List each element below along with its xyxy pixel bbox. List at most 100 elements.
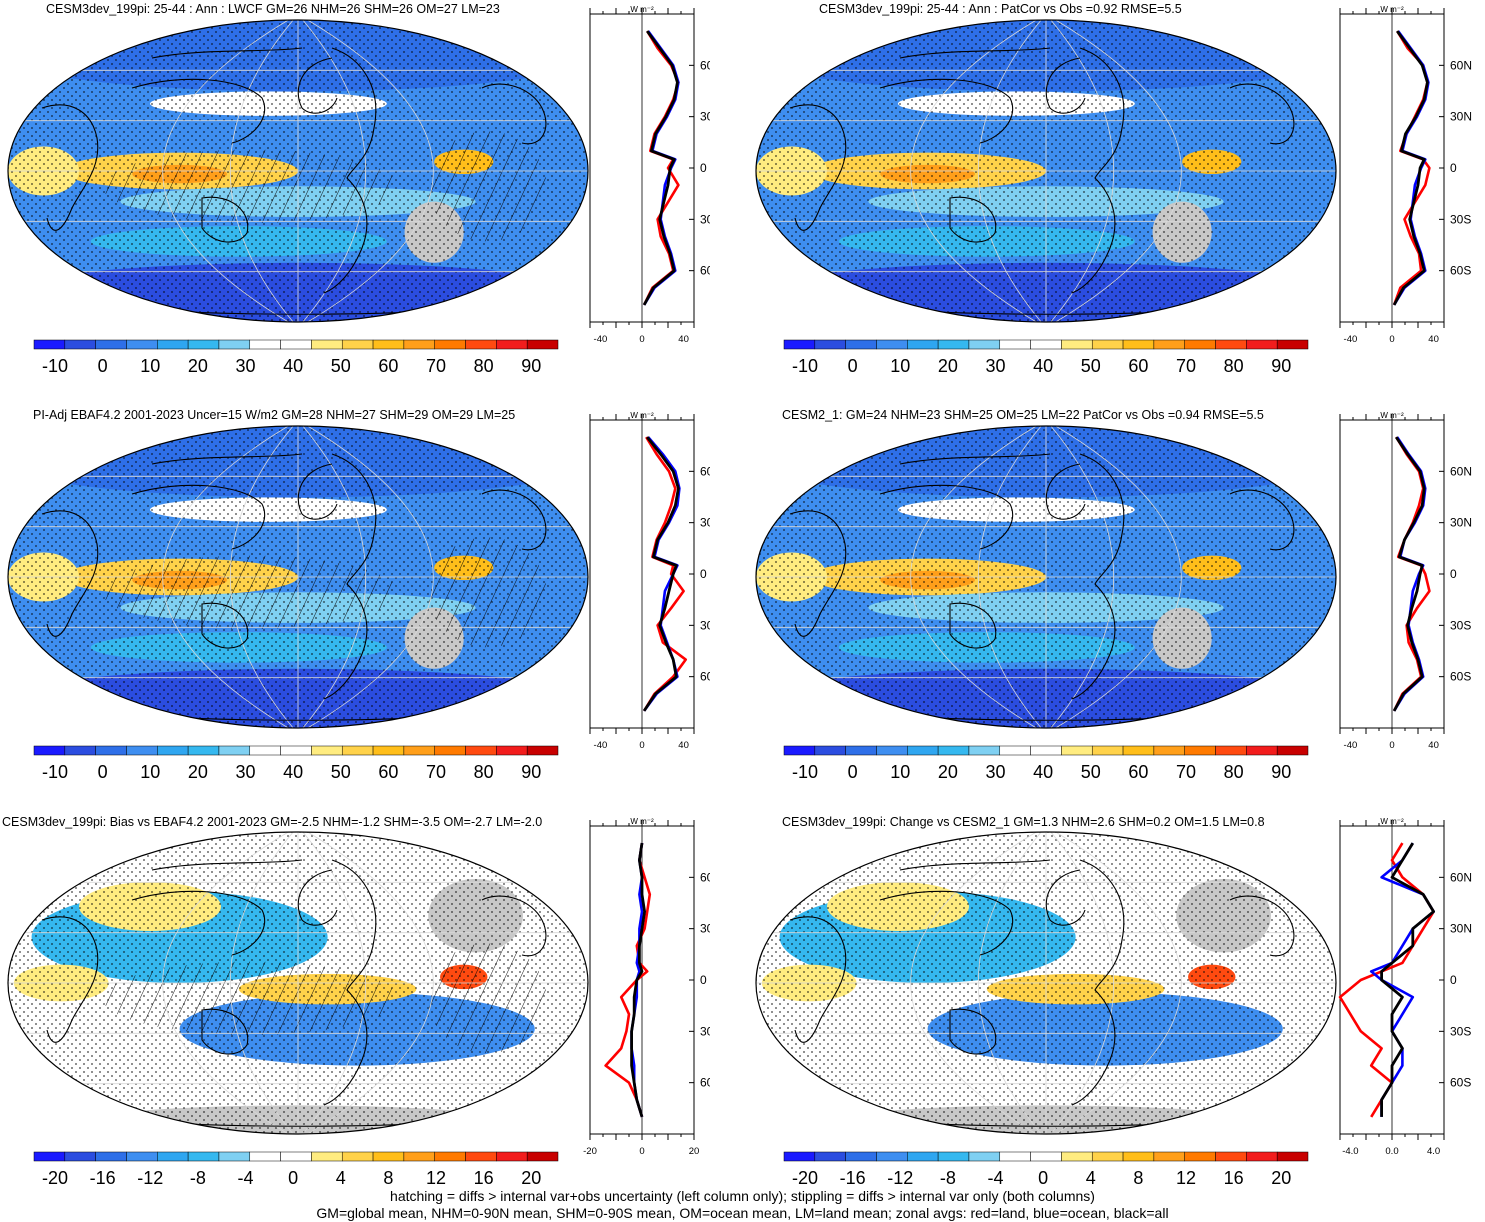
coastline <box>201 1008 249 1055</box>
coastline <box>879 890 1014 956</box>
graticule-lon <box>307 20 434 322</box>
coastline <box>323 47 377 294</box>
coastline <box>297 57 338 114</box>
colorbar-label: 20 <box>1271 1168 1291 1188</box>
colorbar-swatch <box>157 745 189 756</box>
colorbar-swatch <box>1153 745 1185 756</box>
all-profile-line <box>1380 842 1435 1117</box>
map-panel-3 <box>7 425 589 729</box>
colorbar-5: -20 -16 -12 -8 -4 0 4 8 12 16 20 <box>33 1151 559 1188</box>
all-profile-line <box>1392 30 1429 306</box>
lat-tick-label: 0 <box>700 567 707 581</box>
colorbar-swatch <box>33 1151 66 1162</box>
coastline <box>151 859 303 871</box>
colorbar-label: -16 <box>90 1168 116 1188</box>
map-panel-5 <box>7 831 589 1135</box>
lat-tick-label: 0 <box>700 161 707 175</box>
colorbar-label: 70 <box>426 356 446 376</box>
colorbar-label: 20 <box>188 356 208 376</box>
colorbar-swatch <box>937 339 970 350</box>
colorbar-swatch <box>249 1151 281 1162</box>
x-tick-label: 20 <box>689 1146 700 1157</box>
colorbar-swatch <box>403 1151 435 1162</box>
lat-tick-label: 60N <box>700 870 710 884</box>
lat-tick-label: 60N <box>700 58 710 72</box>
lat-tick-label: 0 <box>700 973 707 987</box>
colorbar-3: -10 0 10 20 30 40 50 60 70 80 90 <box>33 745 559 782</box>
colorbar-label: -12 <box>887 1168 913 1188</box>
panel-title-2: CESM3dev_199pi: 25-44 : Ann : PatCor vs … <box>819 2 1182 16</box>
colorbar-swatch <box>937 745 970 756</box>
colorbar-swatch <box>526 745 559 756</box>
colorbar-swatch <box>341 1151 374 1162</box>
colorbar-label: 20 <box>938 762 958 782</box>
colorbar-swatch <box>434 339 466 350</box>
colorbar-swatch <box>1276 745 1309 756</box>
coastline <box>1045 463 1086 520</box>
map-border <box>755 19 1337 323</box>
all-profile-line <box>630 842 646 1118</box>
colorbar-swatch <box>372 339 405 350</box>
hatching-region <box>428 943 547 1054</box>
lat-tick-label: 0 <box>1450 973 1457 987</box>
colorbar-label: 0 <box>288 1168 298 1188</box>
colorbar-swatch <box>1215 745 1247 756</box>
graticule-lon <box>229 832 294 1134</box>
colorbar-label: -8 <box>940 1168 956 1188</box>
colorbar-label: 20 <box>188 762 208 782</box>
colorbar-swatch <box>126 339 158 350</box>
colorbar-swatch <box>876 745 908 756</box>
colorbar-label: 80 <box>474 356 494 376</box>
x-tick-label: -4.0 <box>1342 1146 1358 1157</box>
coastline <box>1229 83 1295 145</box>
colorbar-label: 8 <box>1133 1168 1143 1188</box>
colorbar-swatch <box>465 339 497 350</box>
map-panel-1 <box>7 19 589 323</box>
panel-title-1: CESM3dev_199pi: 25-44 : Ann : LWCF GM=26… <box>46 2 500 16</box>
colorbar-swatch <box>1030 1151 1062 1162</box>
colorbar-swatch <box>311 745 343 756</box>
land-profile-line <box>642 436 687 712</box>
map-border <box>7 425 589 729</box>
colorbar-swatch <box>968 339 1001 350</box>
colorbar-label: 90 <box>521 356 541 376</box>
colorbar-swatch <box>33 339 66 350</box>
coastline <box>41 916 99 1043</box>
footnote-line-2: GM=global mean, NHM=0-90N mean, SHM=0-90… <box>316 1205 1169 1221</box>
colorbar-label: -10 <box>42 762 68 782</box>
colorbar-swatch <box>1215 1151 1247 1162</box>
colorbar-swatch <box>372 745 405 756</box>
coastline <box>1045 869 1086 926</box>
colorbar-swatch <box>999 745 1031 756</box>
x-tick-label: 0 <box>639 334 644 345</box>
colorbar-swatch <box>1246 1151 1278 1162</box>
colorbar-swatch <box>187 339 220 350</box>
colorbar-6: -20 -16 -12 -8 -4 0 4 8 12 16 20 <box>783 1151 1309 1188</box>
colorbar-swatch <box>341 745 374 756</box>
colorbar-swatch <box>280 339 312 350</box>
colorbar-label: 60 <box>1128 762 1148 782</box>
colorbar-label: 0 <box>1038 1168 1048 1188</box>
hatching-region <box>428 131 547 242</box>
colorbar-label: 80 <box>1224 762 1244 782</box>
graticule-lon <box>162 20 289 322</box>
colorbar-swatch <box>126 745 158 756</box>
coastline <box>949 1008 997 1055</box>
all-profile-line <box>1392 436 1426 712</box>
colorbar-swatch <box>1276 1151 1309 1162</box>
x-tick-label: 40 <box>1428 740 1439 751</box>
colorbar-swatch <box>845 1151 877 1162</box>
colorbar-swatch <box>1215 339 1247 350</box>
panel-title-4: CESM2_1: GM=24 NHM=23 SHM=25 OM=25 LM=22… <box>782 408 1264 422</box>
coastline <box>899 453 1051 465</box>
map-panel-2 <box>755 19 1337 323</box>
colorbar-swatch <box>1030 339 1062 350</box>
colorbar-swatch <box>465 745 497 756</box>
coastline <box>879 484 1014 550</box>
hatching-region <box>102 961 399 1036</box>
colorbar-swatch <box>157 1151 189 1162</box>
colorbar-label: 20 <box>938 356 958 376</box>
graticule-lon <box>1050 426 1115 728</box>
x-tick-label: 0 <box>1389 334 1394 345</box>
